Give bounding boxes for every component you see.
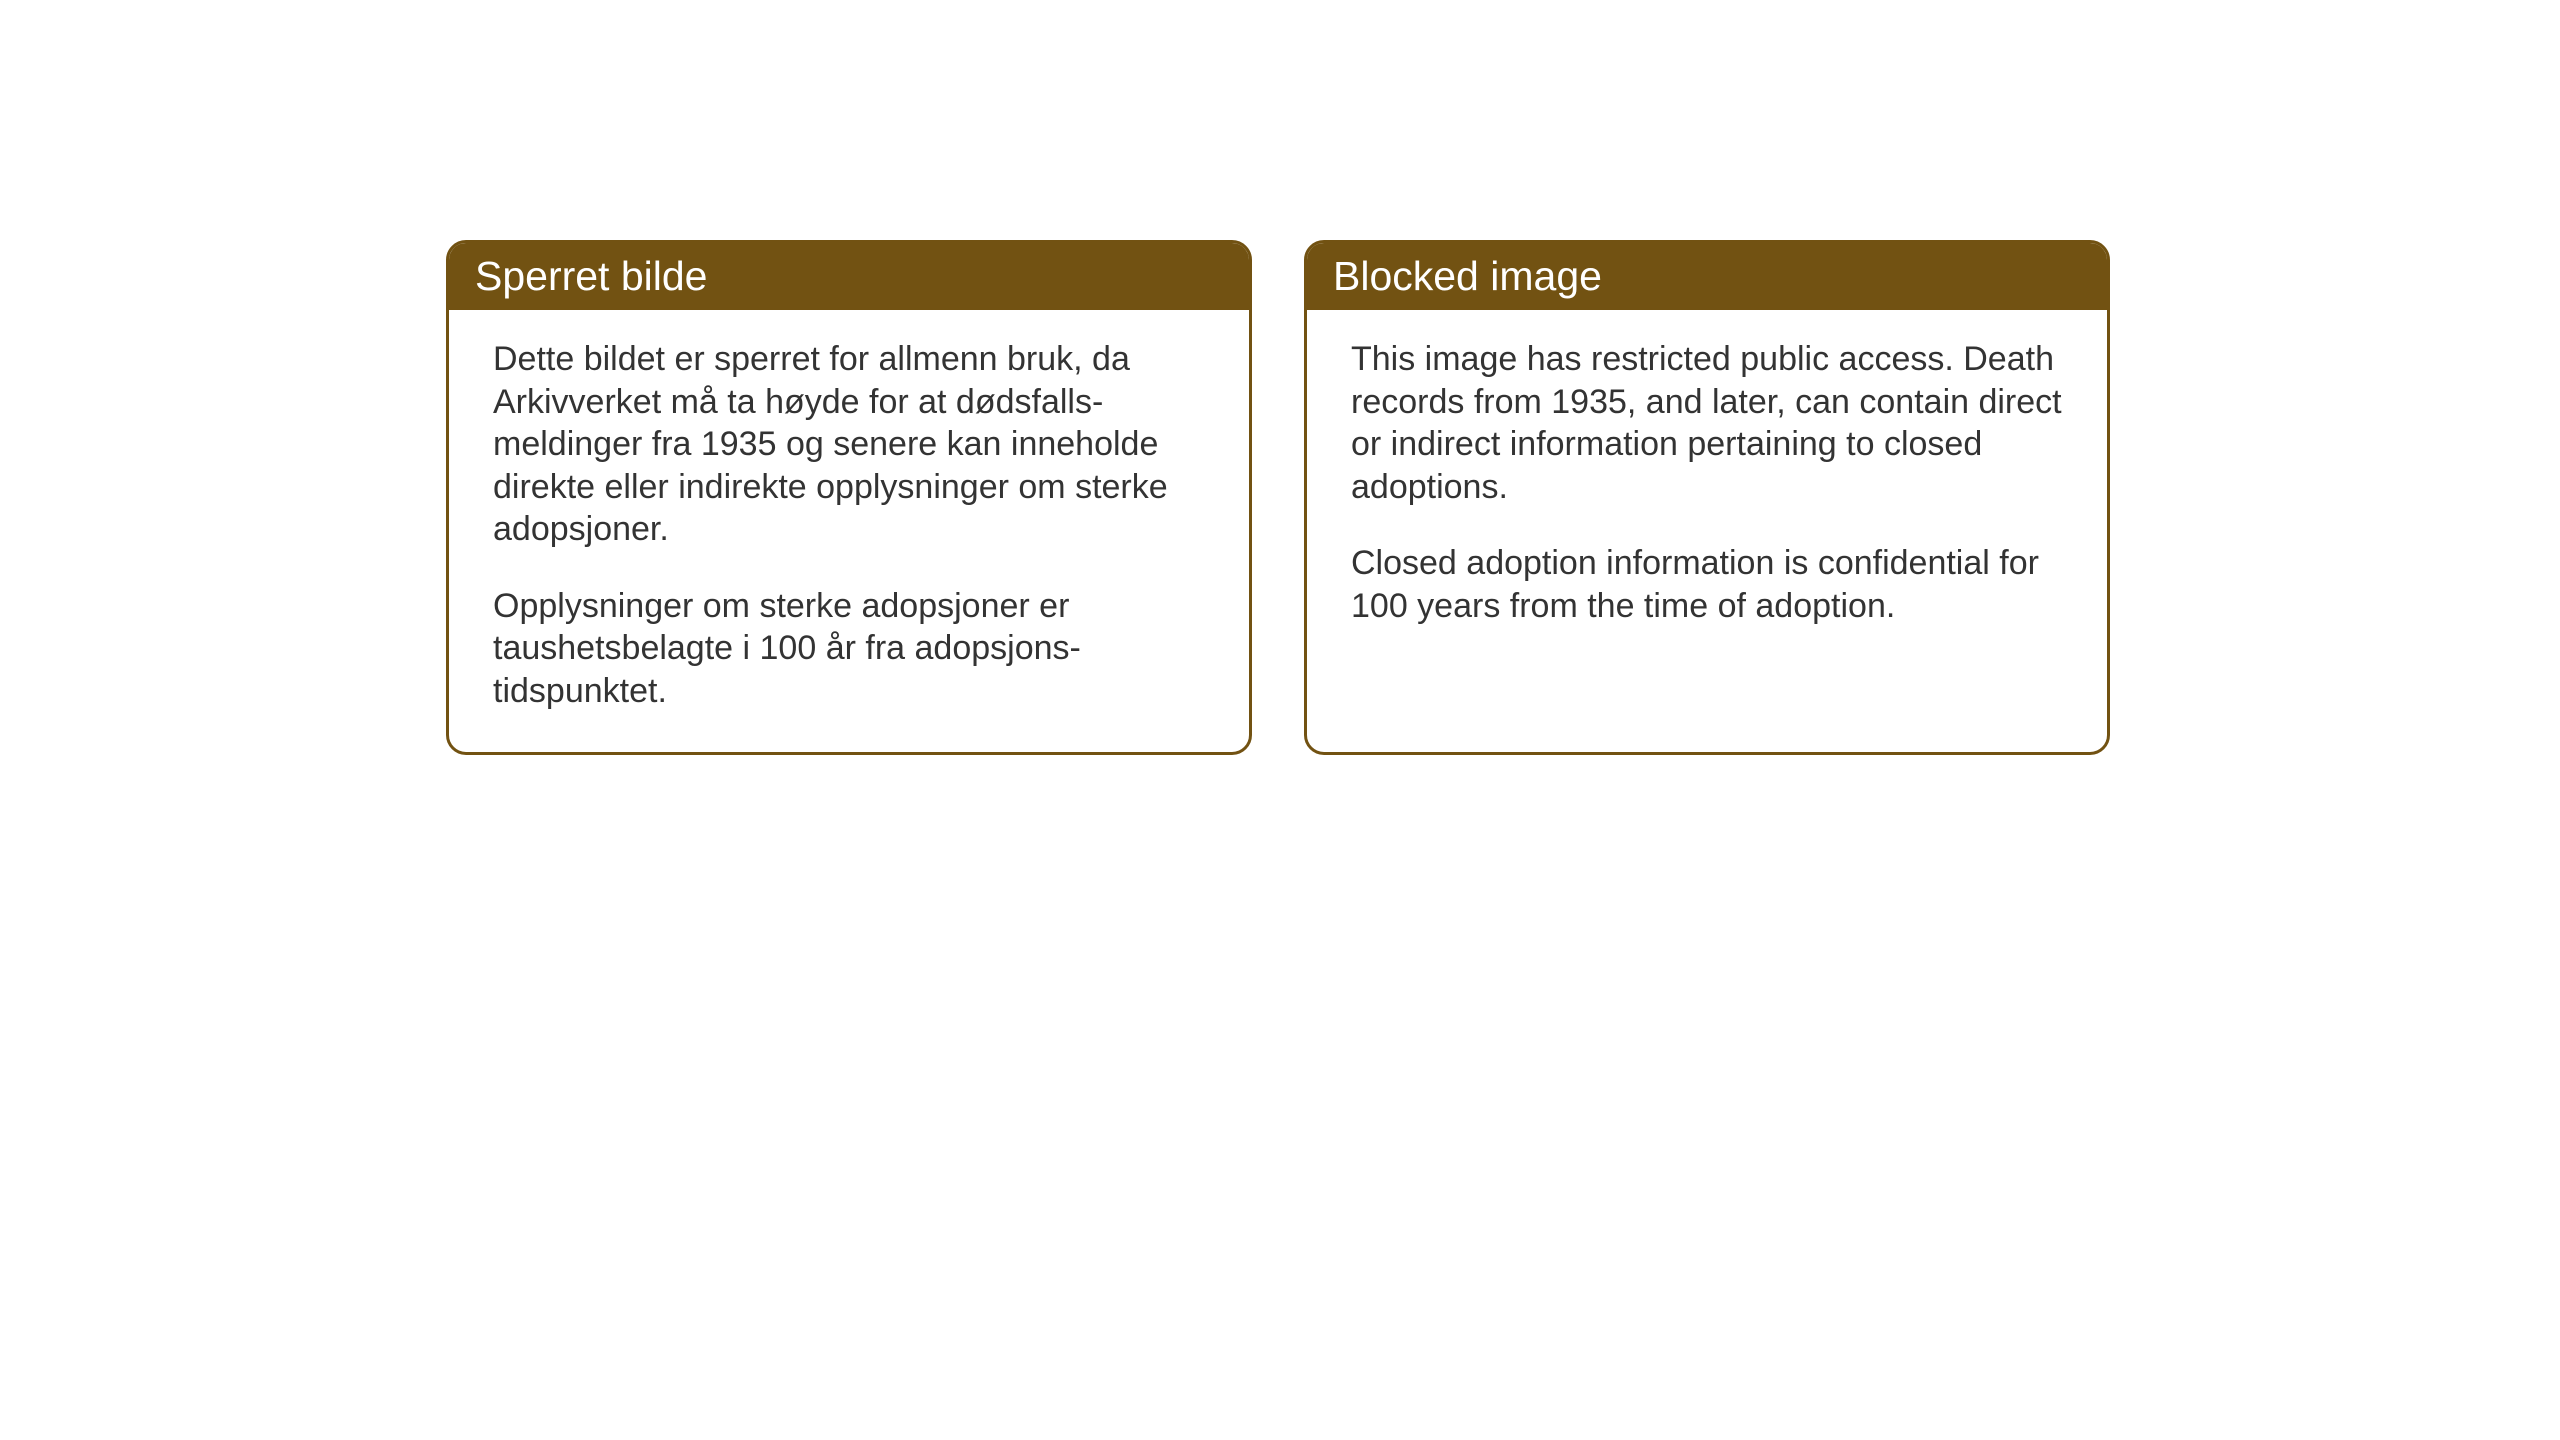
norwegian-notice-card: Sperret bilde Dette bildet er sperret fo… bbox=[446, 240, 1252, 755]
notice-container: Sperret bilde Dette bildet er sperret fo… bbox=[446, 240, 2110, 755]
norwegian-paragraph-2: Opplysninger om sterke adopsjoner er tau… bbox=[493, 585, 1205, 713]
english-card-body: This image has restricted public access.… bbox=[1307, 310, 2107, 667]
norwegian-card-title: Sperret bilde bbox=[449, 243, 1249, 310]
english-card-title: Blocked image bbox=[1307, 243, 2107, 310]
norwegian-card-body: Dette bildet er sperret for allmenn bruk… bbox=[449, 310, 1249, 752]
english-paragraph-2: Closed adoption information is confident… bbox=[1351, 542, 2063, 627]
norwegian-paragraph-1: Dette bildet er sperret for allmenn bruk… bbox=[493, 338, 1205, 551]
english-paragraph-1: This image has restricted public access.… bbox=[1351, 338, 2063, 508]
english-notice-card: Blocked image This image has restricted … bbox=[1304, 240, 2110, 755]
